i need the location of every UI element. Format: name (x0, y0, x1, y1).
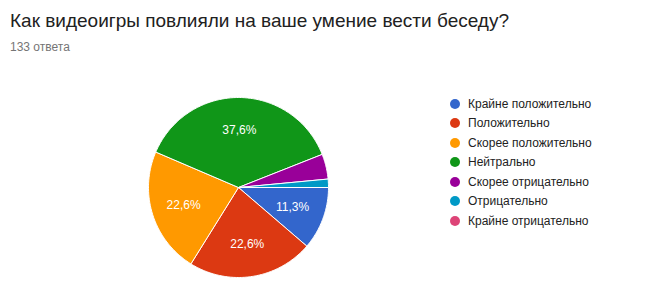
html-text:133 ответа: 133 ответа (10, 40, 70, 54)
svg-text:37,6%: 37,6% (222, 123, 256, 137)
svg-text:22,6%: 22,6% (167, 198, 201, 212)
html-text:Положительно: Положительно (468, 116, 550, 131)
html-text:Как видеоигры повлияли на ваше: Как видеоигры повлияли на ваше умение ве… (10, 10, 509, 31)
html-text:Скорее отрицательно: Скорее отрицательно (468, 174, 589, 189)
svg-text:11,3%: 11,3% (276, 200, 309, 214)
html-text:Крайне положительно: Крайне положительно (468, 96, 592, 111)
html-text:Нейтрально: Нейтрально (468, 155, 536, 170)
html-text:Отрицательно: Отрицательно (468, 194, 548, 209)
html-text:Крайне отрицательно: Крайне отрицательно (468, 213, 589, 228)
svg-text:22,6%: 22,6% (230, 237, 264, 251)
html-text:Скорее положительно: Скорее положительно (468, 135, 592, 150)
